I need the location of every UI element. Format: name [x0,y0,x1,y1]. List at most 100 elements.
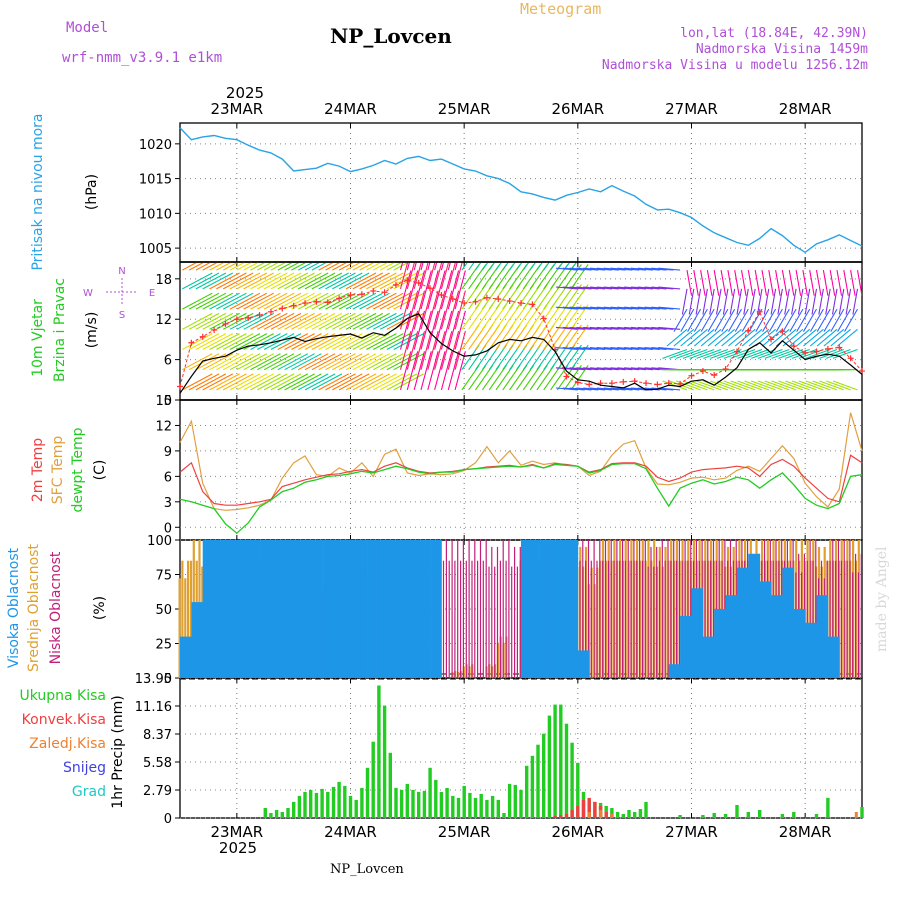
high-cloud-bar [808,622,812,678]
wind-arrow [318,353,349,371]
rain-precip-bar [439,791,444,818]
wind-arrow [447,330,460,370]
wind-arrow [440,290,453,330]
wind-arrow [366,373,397,391]
high-cloud-bar [572,540,576,678]
high-cloud-bar [197,602,201,678]
wind-arrow [277,272,309,290]
high-cloud-bar [296,540,300,678]
high-cloud-bar [182,636,186,678]
wind-arrow [222,333,254,350]
compass-letter: W [83,288,93,299]
temp-2m-line [179,454,863,506]
rain-precip-bar [280,812,284,818]
high-cloud-bar [717,609,721,678]
high-cloud-bar [523,540,527,678]
wind-arrow [617,387,640,391]
wind-arrow [434,262,438,271]
wind-arrow [805,348,831,359]
wind-arrow [610,367,633,371]
wind-arrow [393,312,424,330]
wind-gust-marker [404,277,411,284]
wind-arrow [703,348,729,359]
wind-arrow [352,272,384,290]
y-tick-label: 18 [155,273,172,288]
y-tick-label: 12 [155,419,172,434]
wind-arrow [693,308,708,332]
wind-arrow [427,310,439,350]
wind-arrow [420,310,432,350]
wind-arrow [236,353,268,371]
wind-arrow [420,330,432,370]
y-tick-label: 1005 [139,242,172,257]
wind-arrow [427,330,439,370]
wind-arrow [399,262,404,271]
wind-arrow [359,353,390,371]
low-cloud-bar [846,560,848,678]
wind-arrow [596,387,619,391]
wind-arrow [263,292,295,310]
wind-arrow [589,326,612,330]
wind-gust-marker [461,300,468,307]
low-cloud-bar [494,566,496,678]
wind-gust-marker [245,314,252,321]
high-cloud-bar [305,540,309,678]
rain-precip-bar [627,810,631,818]
wind-arrow [651,347,674,351]
wind-arrow [741,328,763,347]
wind-arrow [583,387,606,391]
wind-arrow [270,353,302,371]
high-cloud-bar [398,540,402,678]
precip-legend-item: Zaledj.Kisa [29,736,106,752]
high-cloud-bar [691,588,695,678]
high-cloud-bar [353,540,357,678]
high-cloud-bar [825,595,829,678]
y-tick-label: 100 [147,534,172,549]
wind-arrow [440,262,450,290]
wind-arrow [345,353,377,371]
high-cloud-bar [782,567,786,678]
high-cloud-bar [688,615,692,678]
wind-arrow [637,286,660,290]
wind-arrow [791,348,817,359]
high-cloud-bar [205,540,209,678]
high-cloud-bar [364,540,368,678]
high-cloud-bar [725,595,729,678]
rain-precip-bar [377,685,381,818]
wind-arrow [624,387,647,391]
low-cloud-bar [491,546,493,678]
wind-gust-marker [347,291,354,298]
frz-precip-bar [854,812,858,818]
y-tick-label: 15 [155,394,172,409]
rain-precip-bar [354,799,358,818]
rain-precip-bar [615,812,620,818]
high-cloud-bar [219,540,223,678]
wind-arrow [393,353,424,371]
wind-gust-marker [427,285,434,292]
rain-precip-bar [399,789,404,818]
wind-arrow [624,306,647,310]
mid-cloud-bar [189,560,193,678]
wind-arrow [686,270,693,296]
wind-arrow [332,353,363,371]
wind-arrow [651,267,674,271]
wind-arrow [624,267,647,271]
wind-arrow [771,380,797,391]
wind-arrow [440,351,453,391]
wind-arrow [836,270,843,296]
wind-arrow [624,326,647,330]
low-cloud-bar [610,540,612,678]
high-cloud-bar [180,636,184,678]
mid-cloud-bar [181,560,184,678]
high-cloud-bar [245,540,249,678]
wind-arrow [830,308,845,332]
wind-arrow [229,312,261,330]
wind-arrow [222,292,254,310]
high-cloud-bar [248,540,252,678]
low-cloud-bar [505,560,507,678]
time-label-bottom: 23MAR [210,823,263,841]
precip-unit: 1hr Precip (mm) [110,695,126,808]
wind-arrow [771,348,797,359]
low-cloud-bar [465,560,467,678]
wind-gust-marker [222,320,229,327]
